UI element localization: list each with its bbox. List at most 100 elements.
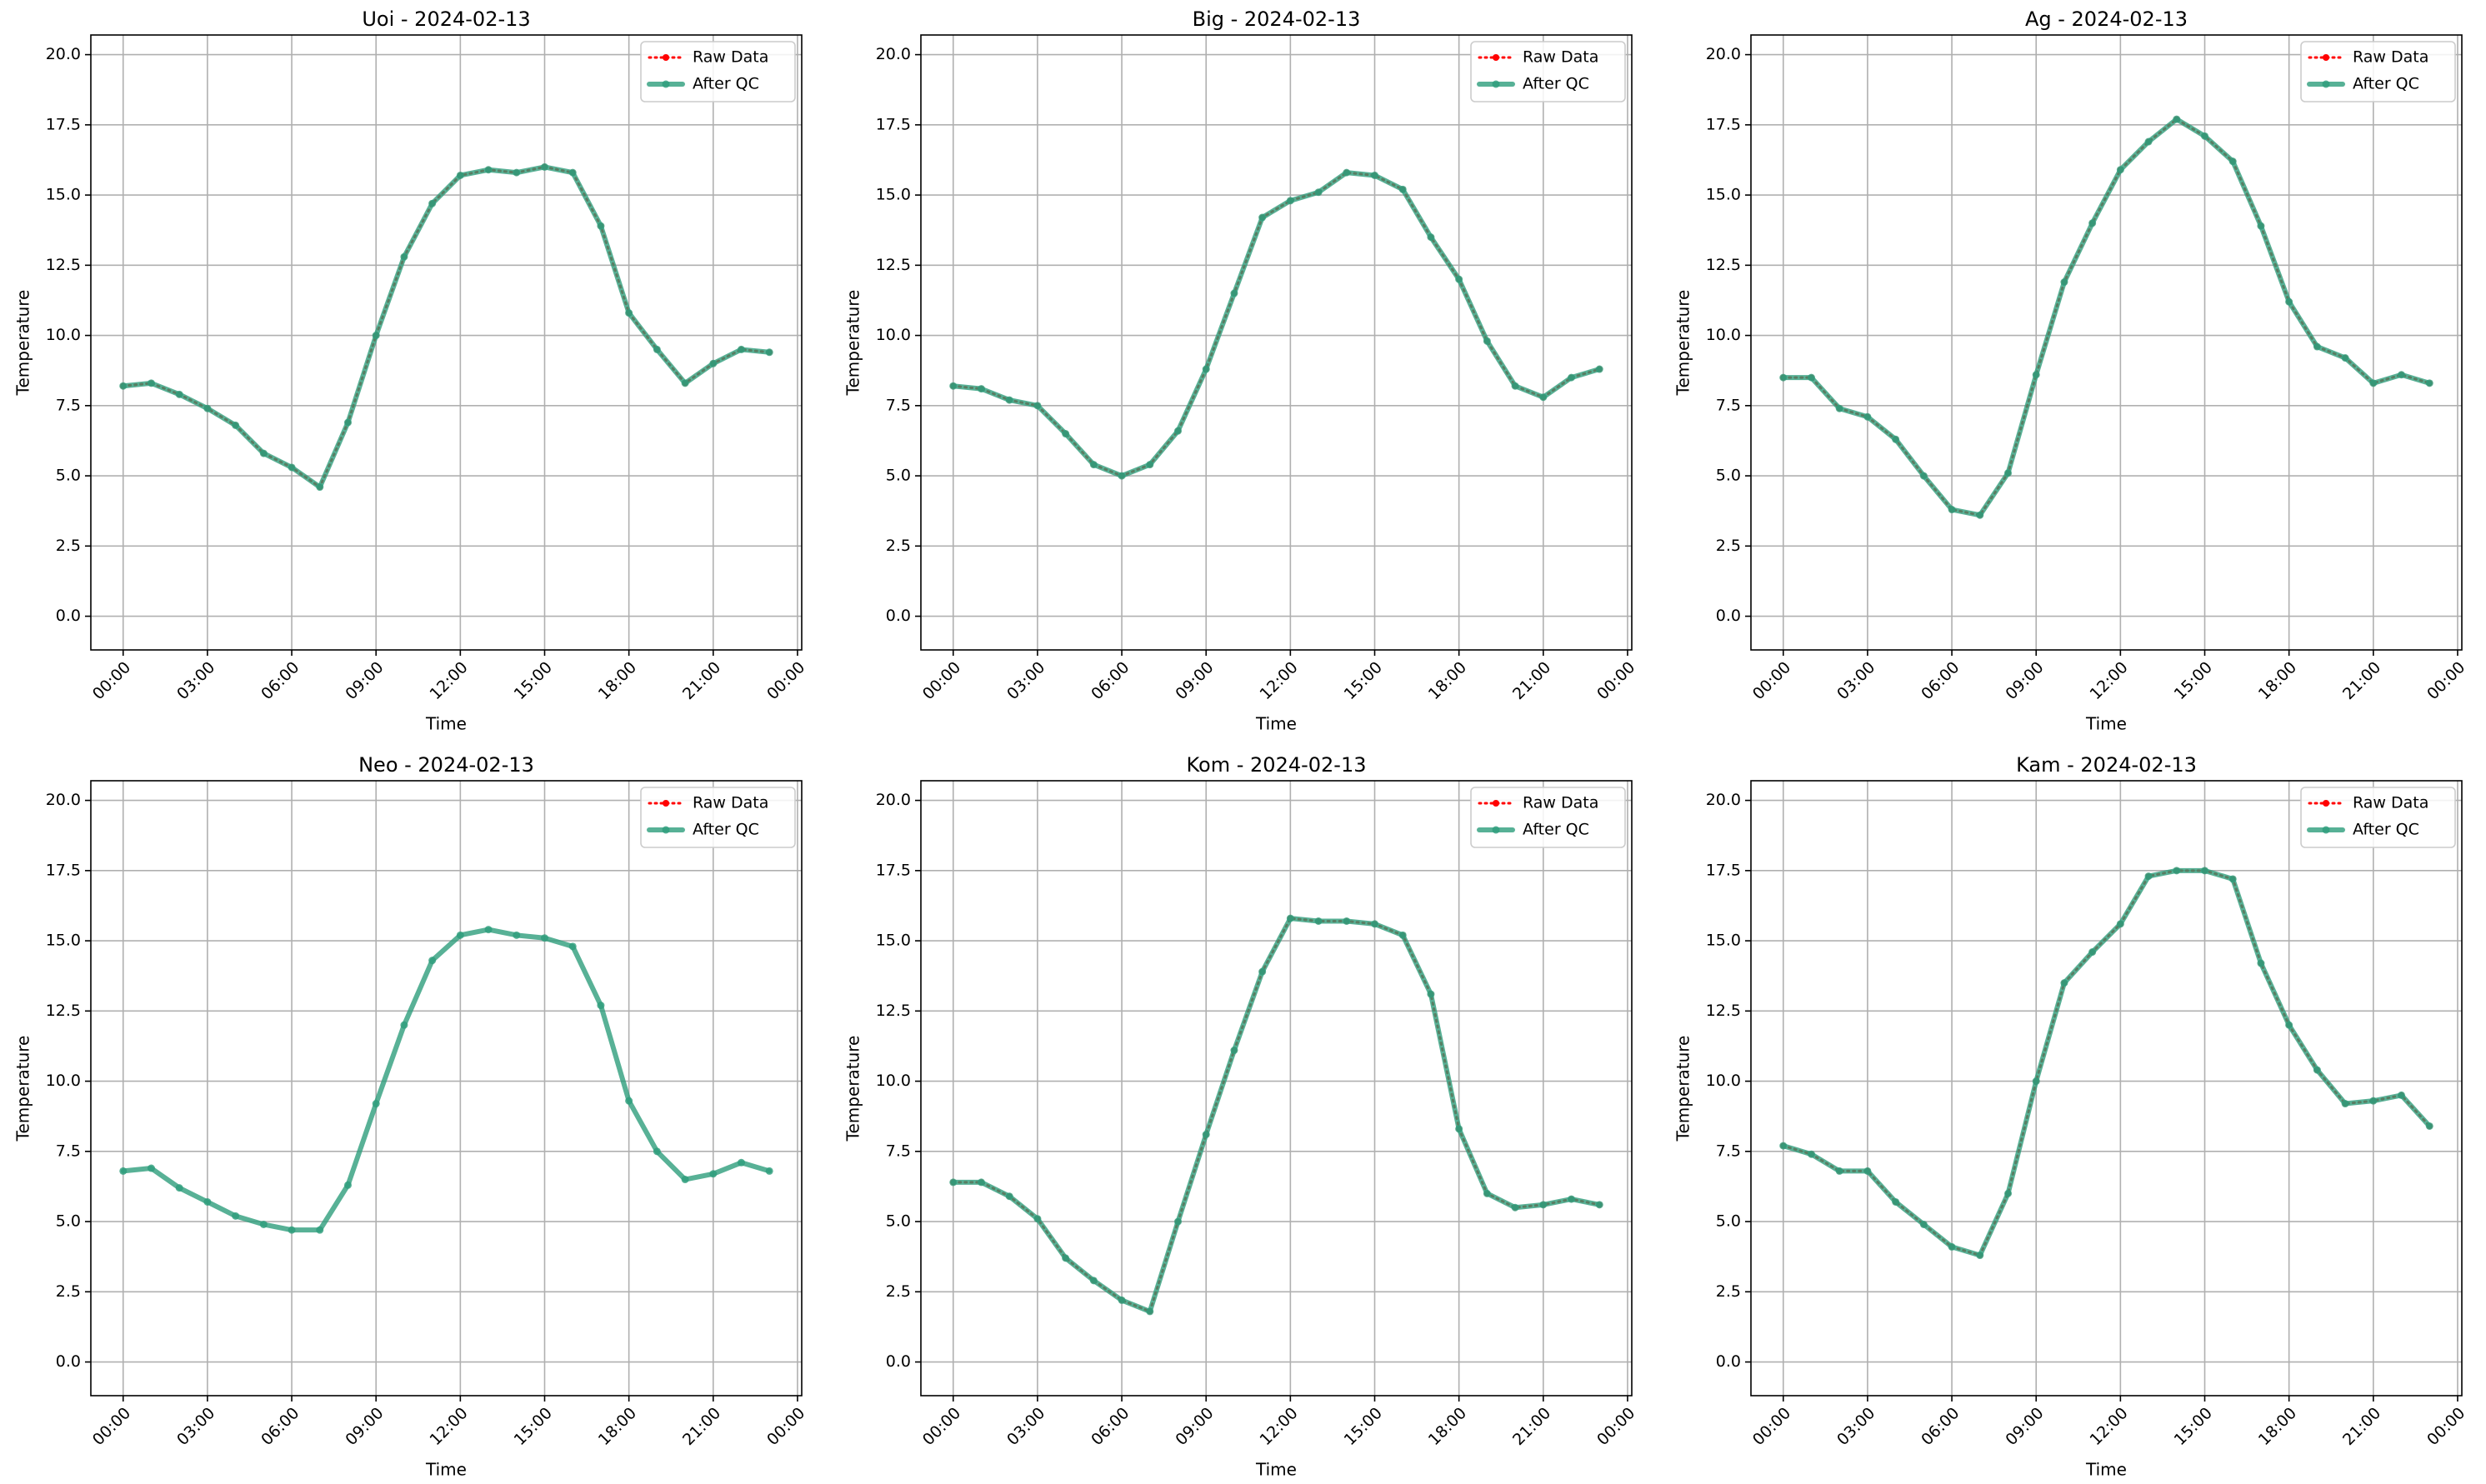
- x-tick-label: 21:00: [679, 658, 724, 703]
- data-point: [1892, 435, 1900, 443]
- legend-marker: [2322, 80, 2330, 88]
- series-line: [1780, 117, 2433, 518]
- legend: Raw Data After QC: [2300, 787, 2456, 848]
- y-tick-label: 2.5: [886, 1282, 911, 1301]
- x-tick-label: 00:00: [919, 658, 964, 703]
- y-tick-label: 7.5: [1716, 396, 1741, 414]
- y-tick-label: 2.5: [56, 1282, 81, 1301]
- y-tick-label: 15.0: [876, 186, 911, 204]
- legend-label: After QC: [1523, 821, 1589, 839]
- data-point: [288, 463, 296, 472]
- data-point: [2173, 867, 2181, 875]
- data-point: [1595, 365, 1603, 373]
- data-point: [765, 1167, 773, 1175]
- data-point: [1146, 1307, 1154, 1316]
- data-point: [2285, 297, 2293, 306]
- data-point: [568, 168, 577, 177]
- y-tick-label: 5.0: [56, 1212, 81, 1231]
- data-point: [653, 1147, 661, 1156]
- data-point: [1511, 382, 1519, 390]
- data-point: [1455, 275, 1463, 283]
- data-point: [541, 162, 549, 171]
- y-tick-label: 10.0: [876, 326, 911, 344]
- data-point: [2425, 1122, 2433, 1130]
- series-line: [1782, 117, 2431, 517]
- data-point: [2257, 222, 2265, 230]
- y-tick-label: 20.0: [1706, 45, 1741, 63]
- data-point: [428, 957, 437, 965]
- x-tick-label: 12:00: [1257, 1404, 1302, 1449]
- y-axis-label: Temperature: [1673, 1036, 1693, 1142]
- x-tick-label: 12:00: [427, 658, 472, 703]
- y-tick-label: 12.5: [876, 256, 911, 274]
- data-point: [738, 345, 746, 353]
- chart-title: Uoi - 2024-02-13: [362, 7, 530, 31]
- legend-label: Raw Data: [693, 794, 768, 812]
- data-point: [119, 382, 128, 390]
- legend-label: After QC: [2353, 75, 2419, 93]
- data-point: [1892, 1197, 1900, 1206]
- x-tick-label: 18:00: [1425, 658, 1470, 703]
- data-point: [2116, 920, 2124, 928]
- y-tick-label: 10.0: [46, 1072, 81, 1090]
- y-axis-label: Temperature: [843, 290, 863, 397]
- x-tick-label: 15:00: [511, 1404, 556, 1449]
- y-tick-label: 17.5: [876, 115, 911, 133]
- y-axis-label: Temperature: [1673, 290, 1693, 397]
- data-point: [1779, 1142, 1788, 1150]
- data-point: [1146, 461, 1154, 469]
- x-tick-label: 03:00: [1833, 1404, 1878, 1449]
- x-tick-label: 18:00: [2255, 658, 2300, 703]
- data-point: [1568, 373, 1576, 382]
- x-tick-label: 00:00: [1749, 1404, 1794, 1449]
- data-point: [625, 309, 633, 317]
- data-point: [428, 199, 437, 207]
- x-tick-label: 15:00: [1341, 1404, 1386, 1449]
- y-tick-label: 20.0: [46, 45, 81, 63]
- data-point: [1511, 1203, 1519, 1212]
- data-point: [232, 421, 240, 429]
- data-point: [2201, 132, 2209, 140]
- y-tick-label: 0.0: [56, 607, 81, 625]
- y-tick-label: 12.5: [876, 1002, 911, 1020]
- y-tick-label: 17.5: [1706, 861, 1741, 879]
- data-point: [203, 1197, 212, 1206]
- y-tick-label: 0.0: [1716, 1352, 1741, 1371]
- data-point: [2088, 948, 2097, 957]
- data-point: [1398, 185, 1407, 193]
- legend-marker: [2322, 826, 2330, 834]
- data-point: [2313, 342, 2321, 351]
- data-point: [1807, 1150, 1815, 1158]
- data-point: [1062, 1254, 1070, 1262]
- series-line: [1780, 867, 2433, 1258]
- y-tick-label: 17.5: [46, 861, 81, 879]
- data-point: [2341, 1100, 2349, 1108]
- y-tick-label: 0.0: [56, 1352, 81, 1371]
- x-tick-label: 09:00: [1172, 1404, 1217, 1449]
- y-tick-label: 5.0: [56, 467, 81, 485]
- data-point: [456, 931, 464, 939]
- data-point: [119, 1167, 128, 1175]
- x-tick-label: 00:00: [1749, 658, 1794, 703]
- legend-marker: [2323, 800, 2329, 807]
- x-axis-label: Time: [2085, 1460, 2127, 1480]
- data-point: [288, 1226, 296, 1234]
- data-point: [1835, 404, 1843, 412]
- series-line: [122, 165, 771, 489]
- x-tick-label: 15:00: [511, 658, 556, 703]
- chart-title: Kom - 2024-02-13: [1187, 753, 1367, 777]
- data-point: [1173, 1217, 1182, 1226]
- legend: Raw Data After QC: [2300, 41, 2456, 102]
- data-point: [2228, 157, 2237, 166]
- legend-label: Raw Data: [1523, 794, 1598, 812]
- x-tick-label: 12:00: [2087, 658, 2132, 703]
- y-tick-label: 20.0: [876, 45, 911, 63]
- legend-label: Raw Data: [693, 48, 768, 67]
- y-tick-label: 7.5: [886, 1142, 911, 1160]
- legend: Raw Data After QC: [640, 787, 796, 848]
- data-point: [1371, 171, 1379, 179]
- data-point: [1948, 506, 1956, 514]
- x-tick-label: 06:00: [258, 1404, 303, 1449]
- y-tick-label: 15.0: [46, 186, 81, 204]
